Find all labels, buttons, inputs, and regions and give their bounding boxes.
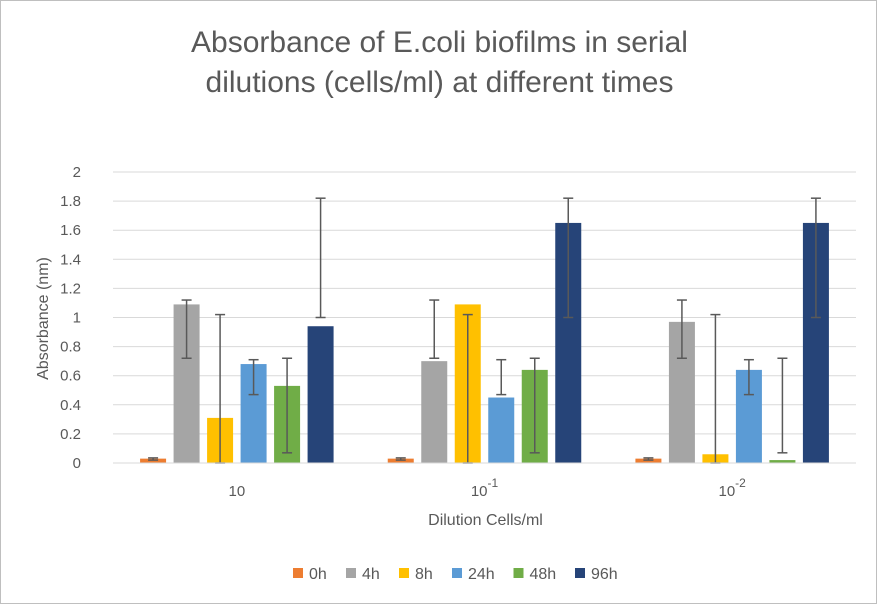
y-tick-label: 0.6: [60, 368, 81, 385]
legend-label: 4h: [362, 566, 380, 583]
legend-item-0h: 0h: [293, 566, 327, 583]
bar-24h: [488, 397, 515, 463]
y-tick-label: 0.8: [60, 339, 81, 356]
legend-label: 96h: [591, 566, 618, 583]
y-axis-ticks: 0 0.2 0.4 0.6 0.8 1 1.2 1.4 1.6 1.8 2: [60, 164, 81, 472]
legend-item-24h: 24h: [452, 566, 495, 583]
y-tick-label: 1.6: [60, 222, 81, 239]
legend: 0h 4h 8h 24h 48h 96h: [293, 566, 618, 583]
x-axis-ticks: 10 10-1 10-2: [228, 476, 746, 500]
y-tick-label: 2: [73, 164, 81, 181]
y-tick-label: 0.2: [60, 426, 81, 443]
legend-swatch: [575, 568, 585, 578]
y-tick-label: 1.2: [60, 280, 81, 297]
y-tick-label: 0.4: [60, 397, 81, 414]
legend-swatch: [399, 568, 409, 578]
bar-4h: [421, 361, 448, 463]
legend-item-4h: 4h: [346, 566, 380, 583]
bar-48h: [769, 460, 796, 463]
legend-swatch: [513, 568, 524, 578]
x-tick-exponent: -1: [488, 476, 499, 490]
legend-label: 48h: [530, 566, 557, 583]
legend-item-48h: 48h: [513, 566, 557, 583]
x-tick-label: 10-2: [718, 476, 746, 500]
x-tick-base: 10: [471, 483, 488, 500]
legend-swatch: [293, 568, 303, 578]
legend-swatch: [346, 568, 356, 578]
chart-title: Absorbance of E.coli biofilms in serial d…: [1, 23, 876, 103]
y-tick-label: 1: [73, 310, 81, 327]
x-tick-base: 10: [228, 483, 245, 500]
x-tick-exponent: -2: [735, 476, 746, 490]
legend-item-96h: 96h: [575, 566, 618, 583]
x-tick-base: 10: [718, 483, 735, 500]
y-axis-title: Absorbance (nm): [35, 257, 52, 380]
legend-item-8h: 8h: [399, 566, 433, 583]
legend-label: 8h: [415, 566, 433, 583]
y-tick-label: 1.4: [60, 251, 81, 268]
bar-96h: [307, 326, 334, 463]
x-tick-label: 10: [228, 483, 245, 500]
y-tick-label: 0: [73, 455, 81, 472]
chart-title-line-2: dilutions (cells/ml) at different times: [205, 66, 674, 99]
chart-title-line-1: Absorbance of E.coli biofilms in serial: [191, 26, 688, 59]
x-tick-label: 10-1: [471, 476, 499, 500]
gridlines: [113, 171, 856, 435]
legend-label: 24h: [468, 566, 495, 583]
x-axis-title: Dilution Cells/ml: [428, 512, 543, 529]
legend-label: 0h: [309, 566, 327, 583]
y-tick-label: 1.8: [60, 193, 81, 210]
legend-swatch: [452, 568, 462, 578]
